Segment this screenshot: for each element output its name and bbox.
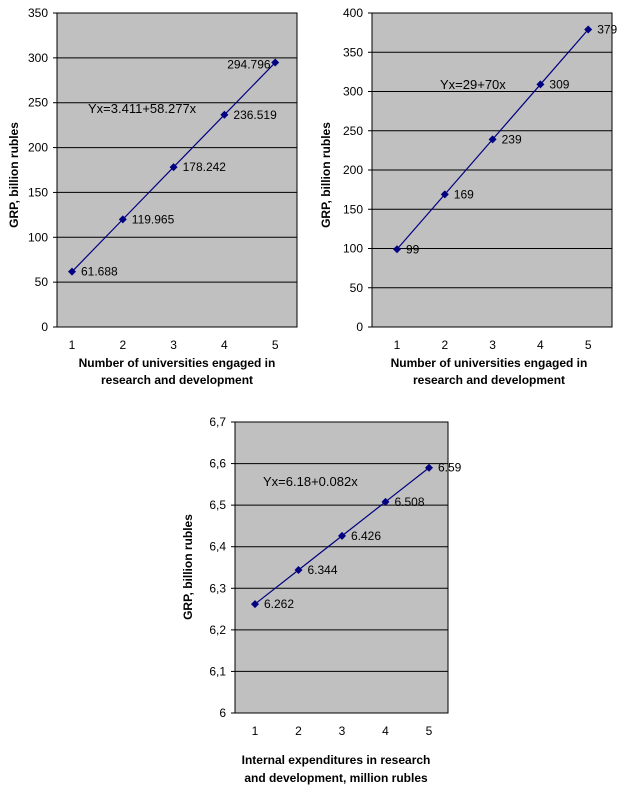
- y-axis-title: GRP, billion rubles: [7, 122, 21, 228]
- y-tick-label: 200: [343, 163, 363, 177]
- data-label: 6.262: [264, 597, 294, 611]
- data-point: [381, 497, 390, 506]
- data-point: [425, 463, 433, 472]
- data-label: 99: [406, 242, 420, 256]
- chart-2: 0 50 100 150 200 250 300 350 400 1 2 3 4 5 99 169 239 309…: [319, 6, 618, 387]
- data-label: 294.796: [227, 58, 271, 72]
- x-tick-label: 5: [585, 338, 592, 352]
- y-tick-label: 200: [28, 141, 48, 155]
- y-tick-label: 300: [28, 51, 48, 65]
- x-tick-label: 4: [382, 724, 389, 738]
- data-point: [169, 163, 178, 172]
- y-tick-label: 6,4: [209, 540, 226, 554]
- y-tick-label: 0: [41, 320, 48, 334]
- y-tick-label: 150: [343, 202, 363, 216]
- x-axis-title-line: Internal expenditures in research: [242, 753, 431, 767]
- data-label: 6.508: [395, 495, 425, 509]
- data-point: [488, 135, 497, 144]
- x-tick-label: 4: [537, 338, 544, 352]
- y-tick-label: 6,1: [209, 664, 226, 678]
- data-label: 379: [597, 22, 617, 36]
- y-tick-label: 250: [28, 96, 48, 110]
- chart-1: 0 50 100 150 200 250 300 350 1 2 3 4 5 61.688 119.965 1…: [7, 6, 298, 387]
- x-tick-label: 5: [272, 338, 279, 352]
- y-tick-label: 350: [343, 45, 363, 59]
- plot-area: [234, 421, 449, 714]
- regression-equation: Yx=3.411+58.277x: [88, 101, 197, 116]
- chart-3: 6 6,1 6,2 6,3 6,4 6,5 6,6 6,7 1 2 3 4 5 6.262 6.344 6.4…: [181, 415, 462, 785]
- data-point: [440, 190, 449, 199]
- y-tick-label: 150: [28, 185, 48, 199]
- data-label: 169: [454, 187, 474, 201]
- plot-area: [56, 12, 298, 328]
- y-tick-label: 6,7: [209, 415, 226, 429]
- data-point: [294, 565, 303, 574]
- data-point: [118, 215, 127, 224]
- x-tick-label: 3: [489, 338, 496, 352]
- data-point: [338, 531, 346, 540]
- x-tick-label: 4: [221, 338, 228, 352]
- y-tick-label: 50: [350, 281, 364, 295]
- regression-equation: Yx=6.18+0.082x: [263, 474, 358, 489]
- data-label: 178.242: [183, 160, 227, 174]
- x-tick-label: 3: [339, 724, 346, 738]
- y-axis-title: GRP, billion rubles: [319, 122, 333, 228]
- x-tick-label: 2: [441, 338, 448, 352]
- y-tick-label: 6,3: [209, 581, 226, 595]
- data-point: [251, 600, 259, 609]
- data-point: [220, 110, 229, 119]
- data-point: [393, 245, 401, 254]
- data-label: 236.519: [233, 108, 277, 122]
- y-axis-title: GRP, billion rubles: [181, 514, 195, 620]
- y-tick-label: 6,5: [209, 498, 226, 512]
- data-label: 6.426: [351, 529, 381, 543]
- x-axis-title-line: Number of universities engaged in: [79, 356, 276, 370]
- x-tick-label: 1: [69, 338, 76, 352]
- y-tick-label: 6,2: [209, 623, 226, 637]
- data-point: [584, 25, 593, 34]
- x-tick-label: 1: [394, 338, 401, 352]
- y-tick-label: 0: [356, 320, 363, 334]
- data-point: [536, 80, 545, 89]
- y-tick-label: 6,6: [209, 457, 226, 471]
- x-tick-label: 2: [119, 338, 126, 352]
- data-label: 6.344: [308, 563, 338, 577]
- x-tick-label: 3: [170, 338, 177, 352]
- data-point: [271, 58, 280, 67]
- x-axis-title-line: research and development: [101, 373, 253, 387]
- regression-equation: Yx=29+70x: [440, 77, 506, 92]
- data-label: 239: [502, 132, 522, 146]
- y-tick-label: 300: [343, 85, 363, 99]
- y-tick-label: 100: [343, 242, 363, 256]
- data-label: 61.688: [81, 265, 118, 279]
- data-label: 119.965: [132, 212, 175, 226]
- y-tick-label: 100: [28, 230, 48, 244]
- x-tick-label: 1: [252, 724, 259, 738]
- data-label: 309: [549, 77, 569, 91]
- x-axis-title-line: research and development: [413, 373, 565, 387]
- x-axis-title-line: Number of universities engaged in: [391, 356, 588, 370]
- data-label: 6.59: [438, 461, 462, 475]
- y-tick-label: 50: [35, 275, 49, 289]
- y-tick-label: 6: [219, 706, 226, 720]
- y-tick-label: 350: [28, 6, 48, 20]
- data-point: [68, 267, 76, 276]
- y-tick-label: 400: [343, 6, 363, 20]
- y-tick-label: 250: [343, 124, 363, 138]
- x-tick-label: 5: [426, 724, 433, 738]
- x-axis-title-line: and development, million rubles: [244, 771, 428, 785]
- x-tick-label: 2: [295, 724, 302, 738]
